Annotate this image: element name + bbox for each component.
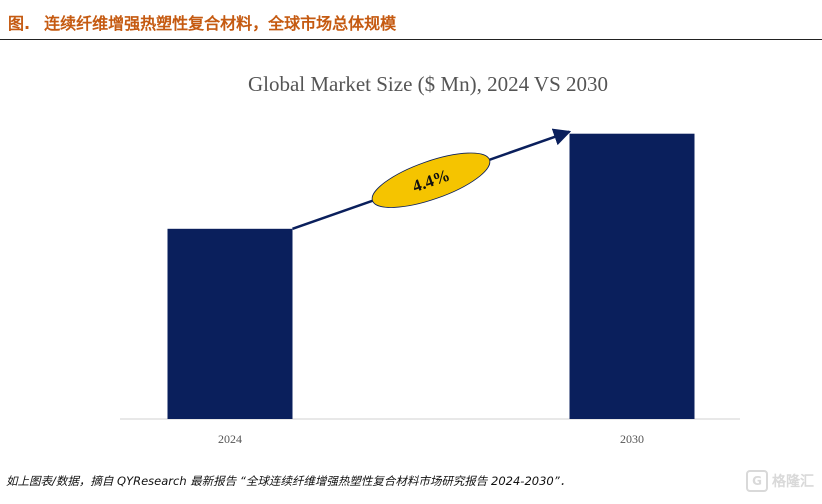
figure-label: 图. <box>8 14 31 33</box>
watermark-text: 格隆汇 <box>772 474 814 490</box>
x-tick-label-2024: 2024 <box>218 432 242 446</box>
growth-badge: 4.4% <box>371 152 491 208</box>
source-note: 如上图表/数据，摘自 QYResearch 最新报告 “全球连续纤维增强热塑性复… <box>6 474 572 488</box>
bar-chart: Global Market Size ($ Mn), 2024 VS 2030 … <box>120 72 740 446</box>
x-tick-label-2030: 2030 <box>620 432 644 446</box>
g-logo-icon: G <box>746 470 768 492</box>
growth-badge-ellipse <box>371 152 491 208</box>
chart-title: Global Market Size ($ Mn), 2024 VS 2030 <box>248 72 608 96</box>
figure-header: 图. 连续纤维增强热塑性复合材料，全球市场总体规模 <box>0 0 822 40</box>
watermark: G 格隆汇 <box>746 470 814 492</box>
bar-2024 <box>167 228 293 419</box>
figure-title: 连续纤维增强热塑性复合材料，全球市场总体规模 <box>44 14 397 33</box>
bars-layer <box>167 133 695 419</box>
bar-2030 <box>569 133 695 419</box>
x-tick-labels: 2024 2030 <box>218 432 644 446</box>
